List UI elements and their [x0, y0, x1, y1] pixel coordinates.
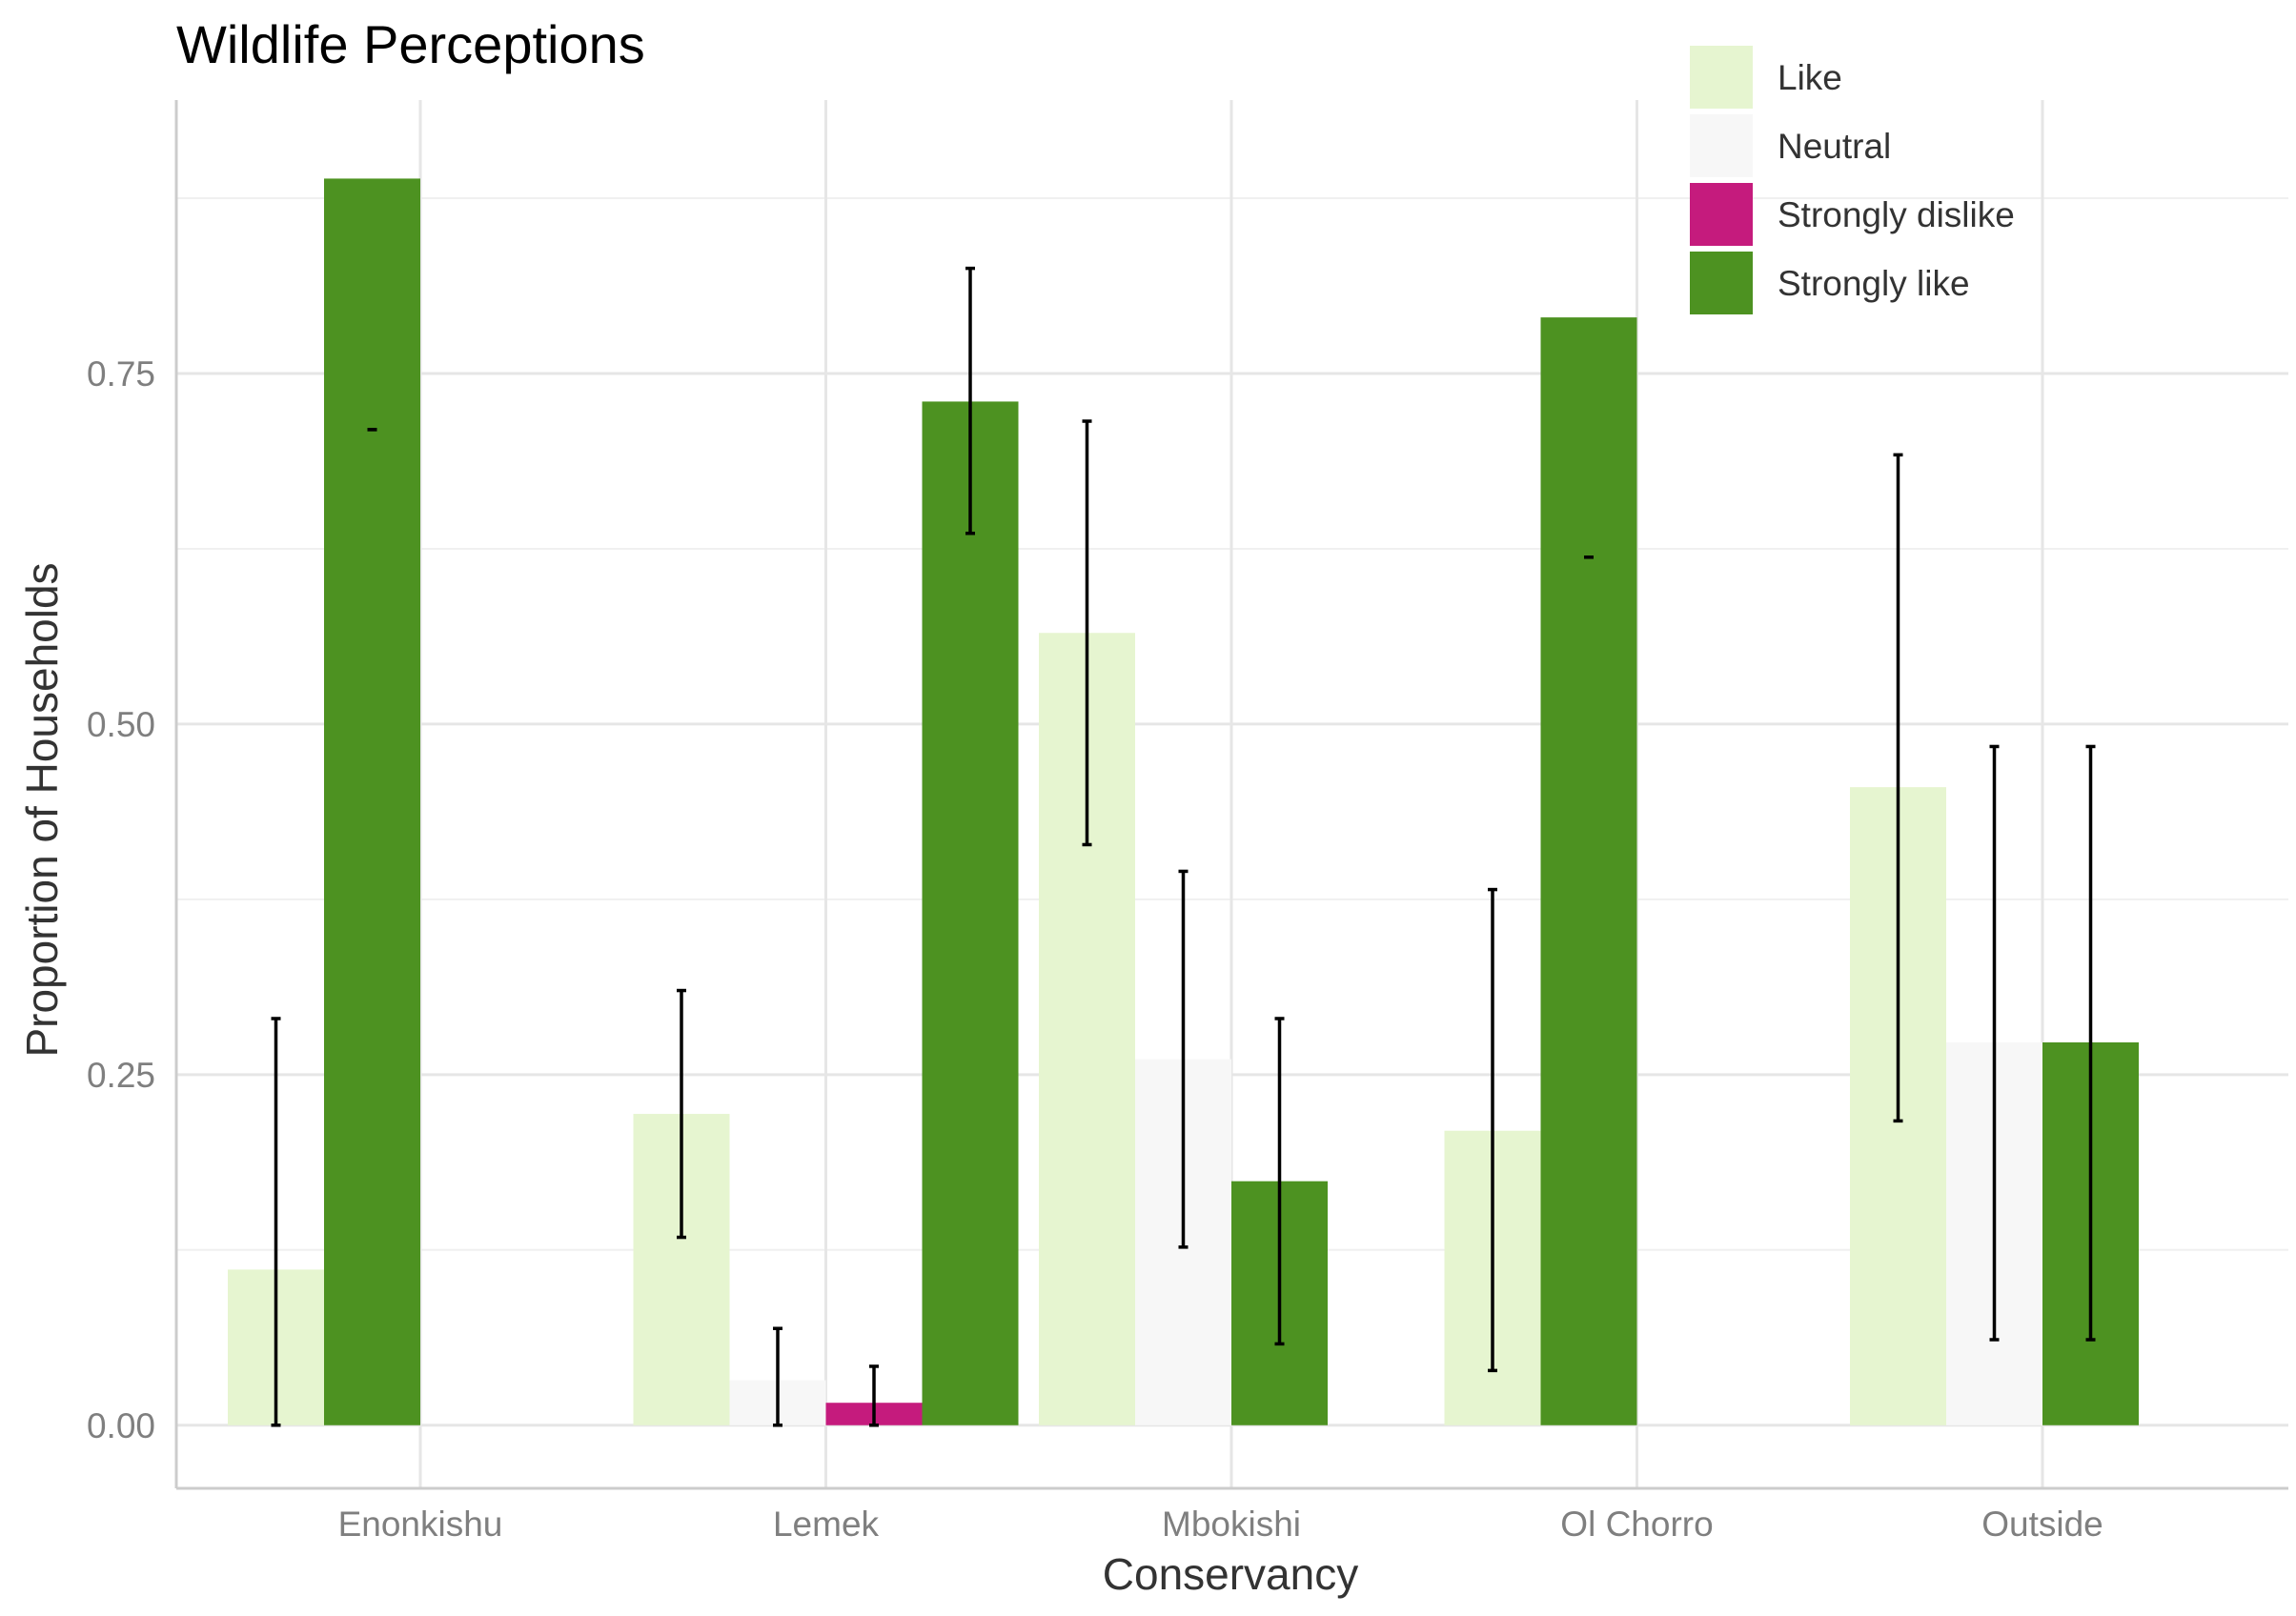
x-tick-label: Lemek: [773, 1505, 880, 1544]
y-tick-label: 0.25: [87, 1056, 155, 1095]
legend-swatch: [1690, 252, 1753, 314]
x-tick-label: Enonkishu: [338, 1505, 503, 1544]
error-bar: [1178, 869, 1189, 1249]
bar-strongly-like-ol-chorro: [1540, 317, 1637, 1425]
bar-strongly-like-enonkishu: [324, 178, 420, 1425]
legend-swatch: [1690, 46, 1753, 109]
error-bar: [869, 1364, 879, 1427]
error-bar: [677, 988, 686, 1240]
error-bar: [1274, 1017, 1285, 1346]
axes-layer: [174, 100, 2288, 1490]
legend-label: Strongly like: [1778, 264, 1970, 303]
legend-swatch: [1690, 114, 1753, 177]
y-axis-title: Proportion of Households: [17, 562, 67, 1057]
x-tick-label: Ol Chorro: [1560, 1505, 1713, 1544]
y-tick-label: 0.50: [87, 705, 155, 744]
y-tick-label: 0.75: [87, 354, 155, 394]
x-tick-label: Outside: [1981, 1505, 2103, 1544]
y-axis-ticks: 0.00 0.25 0.50 0.75: [87, 354, 155, 1445]
legend-item: Neutral: [1690, 114, 1891, 177]
x-axis-ticks: Enonkishu Lemek Mbokishi Ol Chorro Outside: [338, 1505, 2103, 1544]
bars-layer: [228, 178, 2139, 1425]
legend-label: Neutral: [1778, 127, 1891, 166]
bar-strongly-like-lemek: [922, 401, 1019, 1425]
y-tick-label: 0.00: [87, 1406, 155, 1445]
legend-item: Strongly like: [1690, 252, 1970, 314]
error-bar: [965, 266, 975, 535]
legend-item: Strongly dislike: [1690, 183, 2015, 246]
error-bar: [1488, 887, 1497, 1373]
x-tick-label: Mbokishi: [1162, 1505, 1301, 1544]
legend: Like Neutral Strongly dislike Strongly like: [1690, 46, 2015, 314]
legend-item: Like: [1690, 46, 1842, 109]
error-bars-layer: [271, 266, 2096, 1427]
chart-title: Wildlife Perceptions: [176, 14, 645, 74]
error-bar: [773, 1326, 782, 1427]
legend-label: Like: [1778, 58, 1842, 97]
error-bar: [1082, 419, 1092, 847]
error-bar: [1893, 453, 1903, 1123]
error-bar: [271, 1017, 281, 1427]
legend-swatch: [1690, 183, 1753, 246]
legend-label: Strongly dislike: [1778, 195, 2015, 234]
error-bar: [1989, 744, 2000, 1342]
x-axis-title: Conservancy: [1103, 1549, 1358, 1599]
error-bar: [2085, 744, 2096, 1342]
